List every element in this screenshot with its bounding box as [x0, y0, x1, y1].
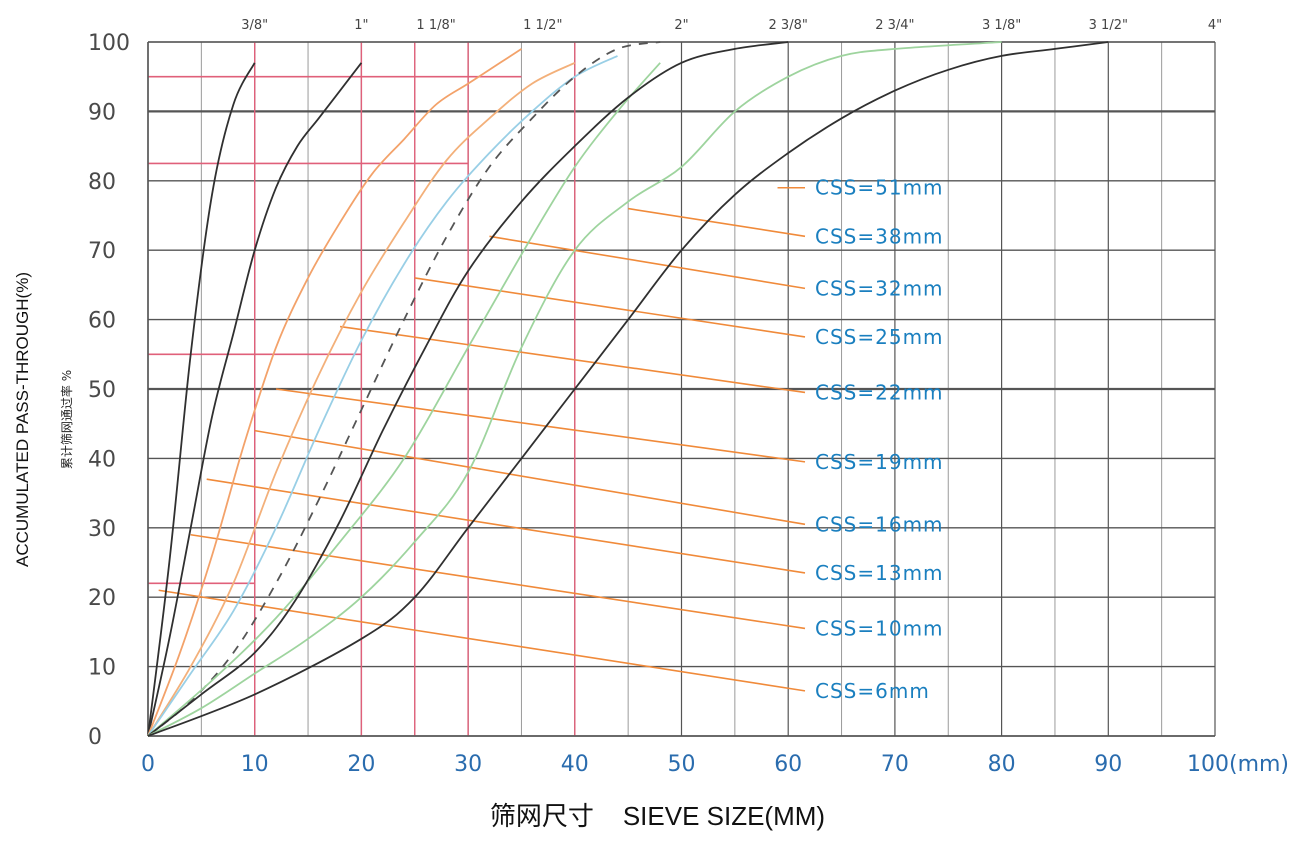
annotation-label: CSS=25mm	[815, 325, 944, 349]
annotation-leader-line	[414, 277, 806, 338]
top-tick-label: 3 1/8"	[982, 18, 1021, 33]
annotation-label: CSS=10mm	[815, 616, 944, 640]
y-axis-label: ACCUMULATED PASS-THROUGH(%)	[13, 272, 32, 567]
y-tick-label: 50	[88, 378, 116, 403]
top-tick-label: 3 1/2"	[1089, 18, 1128, 33]
top-tick-label: 4"	[1208, 18, 1222, 33]
annotation-leader-line	[489, 235, 806, 290]
series-line	[147, 41, 1002, 737]
x-tick-label: 40	[561, 752, 589, 777]
annotation-label: CSS=32mm	[815, 276, 944, 300]
top-tick-label: 1 1/8"	[416, 18, 455, 33]
y-tick-label: 10	[88, 656, 116, 681]
series-line	[147, 61, 576, 737]
x-tick-label: 50	[668, 752, 696, 777]
x-tick-label: 60	[774, 752, 802, 777]
series-line	[147, 41, 789, 737]
x-axis-label: 筛网尺寸 SIEVE SIZE(MM)	[489, 801, 826, 831]
x-tick-label: 0	[141, 752, 155, 777]
y-tick-label: 20	[88, 586, 116, 611]
series-line	[147, 41, 661, 737]
series-line	[147, 48, 522, 737]
y-tick-label: 30	[88, 517, 116, 542]
annotation-label: CSS=51mm	[815, 176, 944, 200]
top-tick-label: 1"	[354, 18, 368, 33]
y-tick-label: 60	[88, 309, 116, 334]
top-tick-label: 1 1/2"	[523, 18, 562, 33]
top-tick-label: 2"	[674, 18, 688, 33]
annotation-leader-line	[190, 533, 806, 630]
y-tick-label: 70	[88, 239, 116, 264]
y-tick-label: 40	[88, 447, 116, 472]
annotation-leader-line	[275, 388, 806, 463]
y-tick-label: 100	[88, 31, 130, 56]
x-tick-label: 70	[881, 752, 909, 777]
annotation-label: CSS=19mm	[815, 450, 944, 474]
x-tick-label: 20	[347, 752, 375, 777]
annotation-label: CSS=22mm	[815, 380, 944, 404]
series-line	[147, 55, 618, 737]
annotation-label: CSS=13mm	[815, 561, 944, 585]
x-tick-label: 10	[241, 752, 269, 777]
y-tick-label: 0	[88, 725, 102, 750]
series-line	[147, 62, 256, 737]
y-tick-label: 90	[88, 100, 116, 125]
annotation-leader-line	[628, 207, 806, 238]
annotation-leader-line	[254, 429, 806, 526]
annotation-label: CSS=6mm	[815, 679, 930, 703]
annotation-label: CSS=16mm	[815, 512, 944, 536]
x-tick-label: 30	[454, 752, 482, 777]
y-axis-label-cn: 累计筛网通过率 %	[60, 369, 74, 470]
annotation-leader-line	[206, 478, 806, 574]
annotation-leader-line	[339, 325, 806, 394]
x-tick-label: 90	[1094, 752, 1122, 777]
top-tick-label: 3/8"	[241, 18, 268, 33]
annotation-label: CSS=38mm	[815, 224, 944, 248]
annotation-leader-line	[158, 589, 806, 692]
x-tick-label: 100(mm)	[1187, 752, 1289, 777]
top-tick-label: 2 3/4"	[875, 18, 914, 33]
y-tick-label: 80	[88, 170, 116, 195]
series-line	[147, 62, 661, 737]
top-tick-label: 2 3/8"	[769, 18, 808, 33]
series-line	[147, 62, 363, 737]
x-tick-label: 80	[988, 752, 1016, 777]
series-line	[147, 41, 1109, 737]
